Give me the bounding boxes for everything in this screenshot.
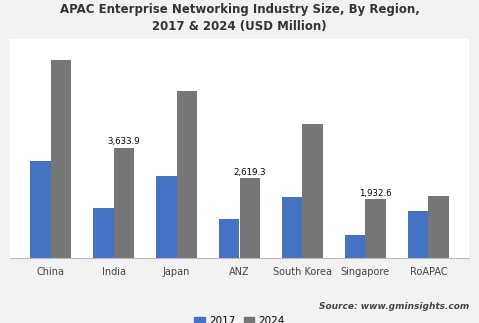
Bar [157,176,177,258]
Title: APAC Enterprise Networking Industry Size, By Region,
2017 & 2024 (USD Million): APAC Enterprise Networking Industry Size… [59,4,420,33]
Bar [302,124,322,258]
Bar [408,211,428,258]
Bar [177,91,197,258]
Bar [282,197,302,258]
Text: 2,619.3: 2,619.3 [233,168,266,177]
Text: 3,633.9: 3,633.9 [107,137,140,146]
Bar [93,208,114,258]
Bar [365,199,386,258]
Bar [51,60,71,258]
Bar [428,196,448,258]
Bar [219,219,240,258]
Bar [345,234,365,258]
Text: 1,932.6: 1,932.6 [359,189,392,198]
Text: Source: www.gminsights.com: Source: www.gminsights.com [319,302,469,311]
Legend: 2017, 2024: 2017, 2024 [190,312,289,323]
Bar [31,161,51,258]
Bar [114,148,134,258]
Bar [240,179,260,258]
